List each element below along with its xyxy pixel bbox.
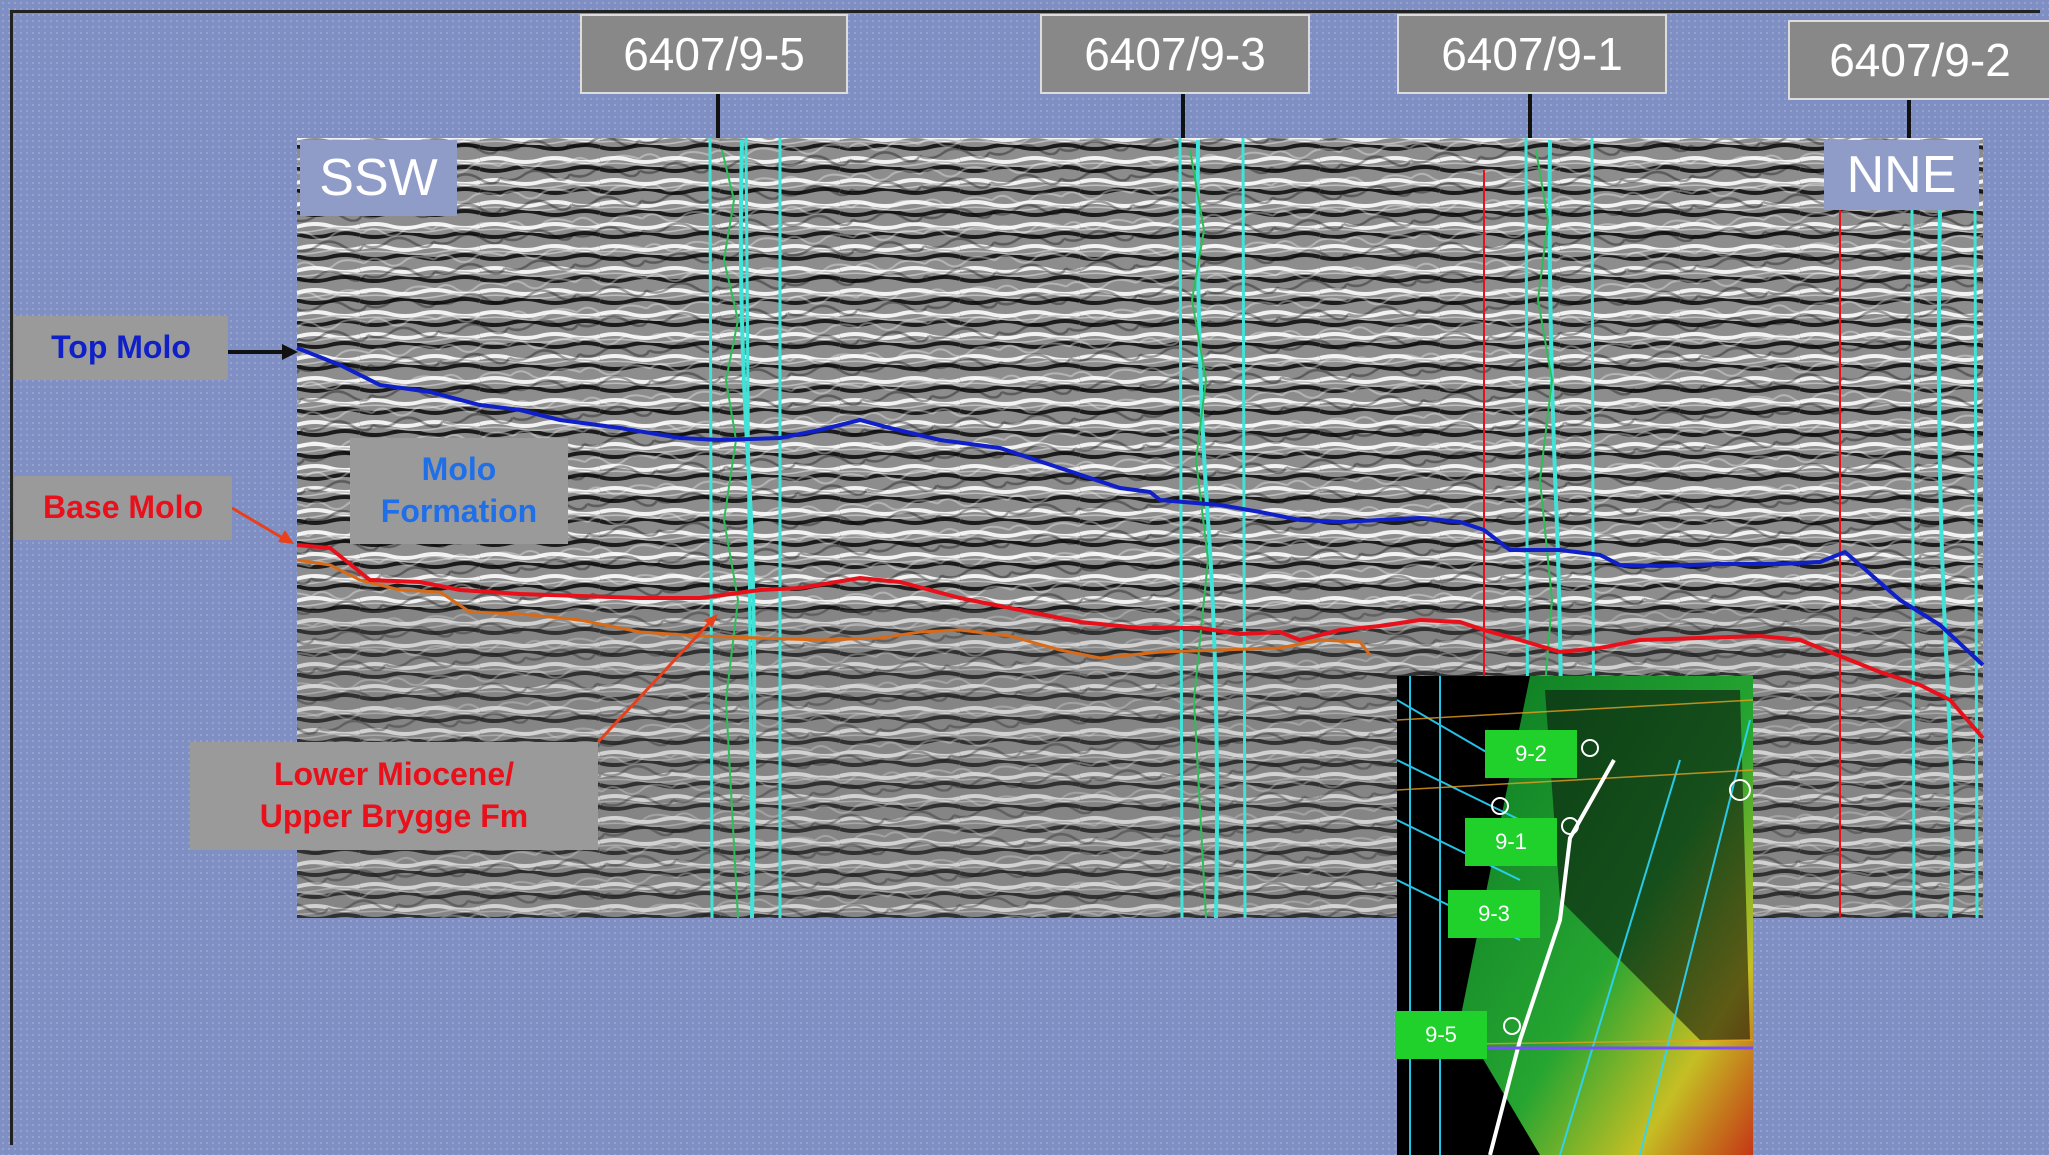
well-connectors — [716, 94, 1911, 138]
base-molo-horizon — [296, 543, 1985, 740]
top-molo-horizon — [296, 346, 1985, 667]
callout-lower-miocene: Lower Miocene/ Upper Brygge Fm — [190, 742, 598, 850]
callout-top-molo: Top Molo — [14, 316, 228, 380]
callout-molo-formation-line2: Formation — [380, 493, 538, 529]
callout-lower-miocene-line1: Lower Miocene/ — [273, 756, 515, 793]
direction-nne: NNE — [1824, 140, 1979, 210]
map-tag-9-3: 9-3 — [1448, 890, 1540, 938]
callout-molo-formation: Molo Formation — [350, 438, 568, 544]
well-label-6407-9-1: 6407/9-1 — [1397, 14, 1667, 94]
well-label-6407-9-2: 6407/9-2 — [1788, 20, 2049, 100]
well-label-6407-9-3: 6407/9-3 — [1040, 14, 1310, 94]
direction-ssw: SSW — [300, 140, 457, 216]
slide-frame — [10, 10, 2040, 1145]
callout-lower-miocene-line2: Upper Brygge Fm — [259, 798, 529, 834]
well-label-6407-9-5: 6407/9-5 — [580, 14, 848, 94]
map-tag-9-5: 9-5 — [1395, 1011, 1487, 1059]
lower-miocene-horizon — [296, 558, 1372, 660]
map-tag-9-2: 9-2 — [1485, 730, 1577, 778]
callout-molo-formation-line1: Molo — [421, 451, 497, 488]
callout-base-molo: Base Molo — [14, 476, 232, 540]
map-tag-9-1: 9-1 — [1465, 818, 1557, 866]
callout-arrows — [228, 344, 718, 744]
